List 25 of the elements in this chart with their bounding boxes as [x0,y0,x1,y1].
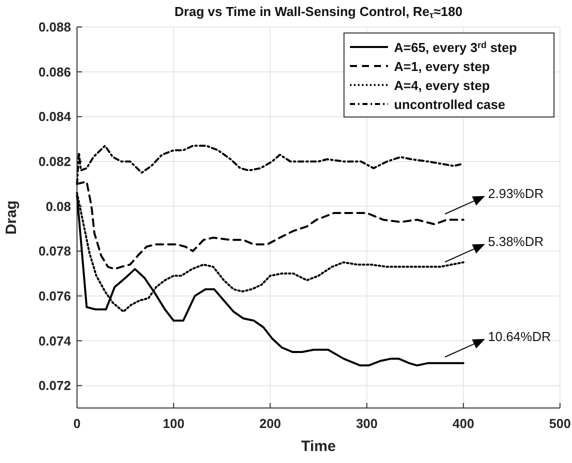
y-tick-label: 0.076 [38,288,71,304]
x-tick-label: 0 [73,416,81,431]
x-tick-label: 400 [452,416,474,431]
legend-label: A=4, every step [394,78,490,93]
x-axis-title: Time [301,438,336,455]
y-tick-label: 0.072 [38,378,71,394]
y-tick-label: 0.084 [38,109,72,124]
annotation: 10.64%DR [488,329,551,344]
legend-label: A=1, every step [394,59,490,74]
legend-label: uncontrolled case [394,97,506,112]
y-tick-label: 0.078 [38,244,71,259]
y-axis-title: Drag [3,200,20,235]
y-tick-label: 0.074 [38,333,72,348]
legend-label: A=65, every 3$^{rd}$ step [394,40,517,55]
x-tick-label: 200 [259,416,282,431]
y-tick-label: 0.082 [38,154,71,169]
annotation: 5.38%DR [488,234,544,249]
y-tick-label: 0.088 [38,20,71,34]
annotation: 2.93%DR [488,186,544,201]
chart-title: Drag vs Time in Wall-Sensing Control, Re$_{τ}$≈180 [174,4,462,20]
x-tick-label: 300 [356,416,378,431]
x-tick-label: 100 [162,416,184,431]
x-tick-label: 500 [549,416,571,431]
y-tick-label: 0.08 [46,198,71,214]
y-tick-label: 0.086 [38,64,71,80]
